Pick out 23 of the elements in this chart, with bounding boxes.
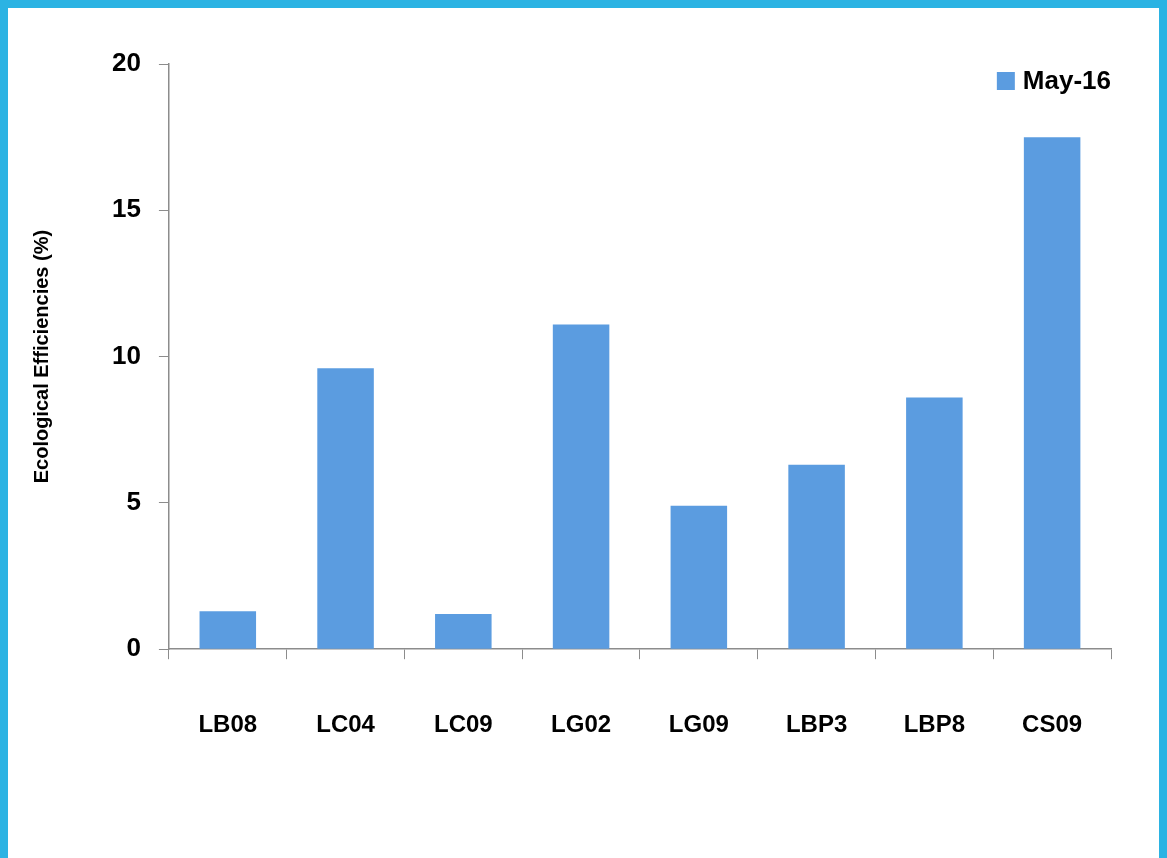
x-tick-label: CS09 xyxy=(1022,710,1083,738)
x-tick-label: LBP3 xyxy=(785,710,848,738)
y-tick-label: 10 xyxy=(112,339,141,370)
bar xyxy=(788,464,845,649)
x-tick-label: LB08 xyxy=(198,710,258,738)
bar xyxy=(670,505,728,649)
y-axis-title: Ecological Efficiencies (%) xyxy=(29,229,52,484)
bar xyxy=(1023,137,1081,649)
y-tick-label: 5 xyxy=(126,486,141,517)
bar xyxy=(435,614,492,649)
x-tick-label: LG02 xyxy=(551,710,612,738)
y-tick-label: 0 xyxy=(126,632,141,663)
x-tick-label: LC04 xyxy=(316,710,376,738)
x-tick-label: LG09 xyxy=(668,710,729,738)
bar xyxy=(906,397,963,649)
y-tick-label: 15 xyxy=(112,193,141,224)
bar xyxy=(552,324,610,649)
bar xyxy=(317,368,374,649)
x-tick-label: LC09 xyxy=(433,710,493,738)
y-tick-label: 20 xyxy=(112,47,141,78)
legend-label: May-16 xyxy=(1022,65,1111,96)
x-tick-label: LBP8 xyxy=(903,710,966,738)
bar xyxy=(199,611,257,649)
